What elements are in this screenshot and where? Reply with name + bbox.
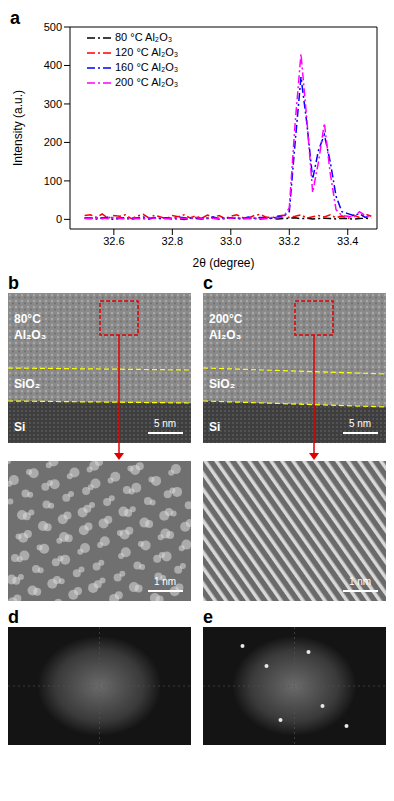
- html-text:e: e: [203, 607, 213, 627]
- svg-text:Si: Si: [209, 420, 220, 434]
- svg-text:400: 400: [44, 59, 62, 71]
- svg-text:500: 500: [44, 21, 62, 33]
- svg-text:33.4: 33.4: [337, 235, 358, 247]
- svg-text:100: 100: [44, 175, 62, 187]
- svg-text:Al₂O₃: Al₂O₃: [209, 328, 241, 342]
- svg-text:1 nm: 1 nm: [154, 576, 176, 587]
- svg-text:Si: Si: [14, 420, 25, 434]
- html-text:160 °C Al₂O₃: 160 °C Al₂O₃: [115, 61, 179, 73]
- svg-text:2θ (degree): 2θ (degree): [192, 256, 254, 270]
- html-text:c: c: [203, 273, 213, 293]
- html-text:80 °C Al₂O₃: 80 °C Al₂O₃: [115, 31, 173, 43]
- svg-text:1 nm: 1 nm: [349, 576, 371, 587]
- svg-text:5 nm: 5 nm: [154, 418, 176, 429]
- html-text:120 °C Al₂O₃: 120 °C Al₂O₃: [115, 46, 179, 58]
- html-text:a: a: [10, 8, 20, 28]
- svg-text:SiO₂: SiO₂: [14, 377, 40, 391]
- svg-text:5 nm: 5 nm: [349, 418, 371, 429]
- svg-text:0: 0: [56, 213, 62, 225]
- svg-text:SiO₂: SiO₂: [209, 377, 235, 391]
- svg-text:Al₂O₃: Al₂O₃: [14, 328, 46, 342]
- svg-text:300: 300: [44, 98, 62, 110]
- svg-text:80°C: 80°C: [14, 312, 41, 326]
- html-text:b: b: [8, 273, 19, 293]
- svg-text:32.8: 32.8: [162, 235, 183, 247]
- html-text:200 °C Al₂O₃: 200 °C Al₂O₃: [115, 76, 179, 88]
- svg-text:Intensity (a.u.): Intensity (a.u.): [11, 90, 25, 166]
- svg-text:33.0: 33.0: [220, 235, 241, 247]
- svg-text:200°C: 200°C: [209, 312, 243, 326]
- html-text:d: d: [8, 607, 19, 627]
- svg-text:200: 200: [44, 136, 62, 148]
- svg-text:33.2: 33.2: [279, 235, 300, 247]
- svg-text:32.6: 32.6: [103, 235, 124, 247]
